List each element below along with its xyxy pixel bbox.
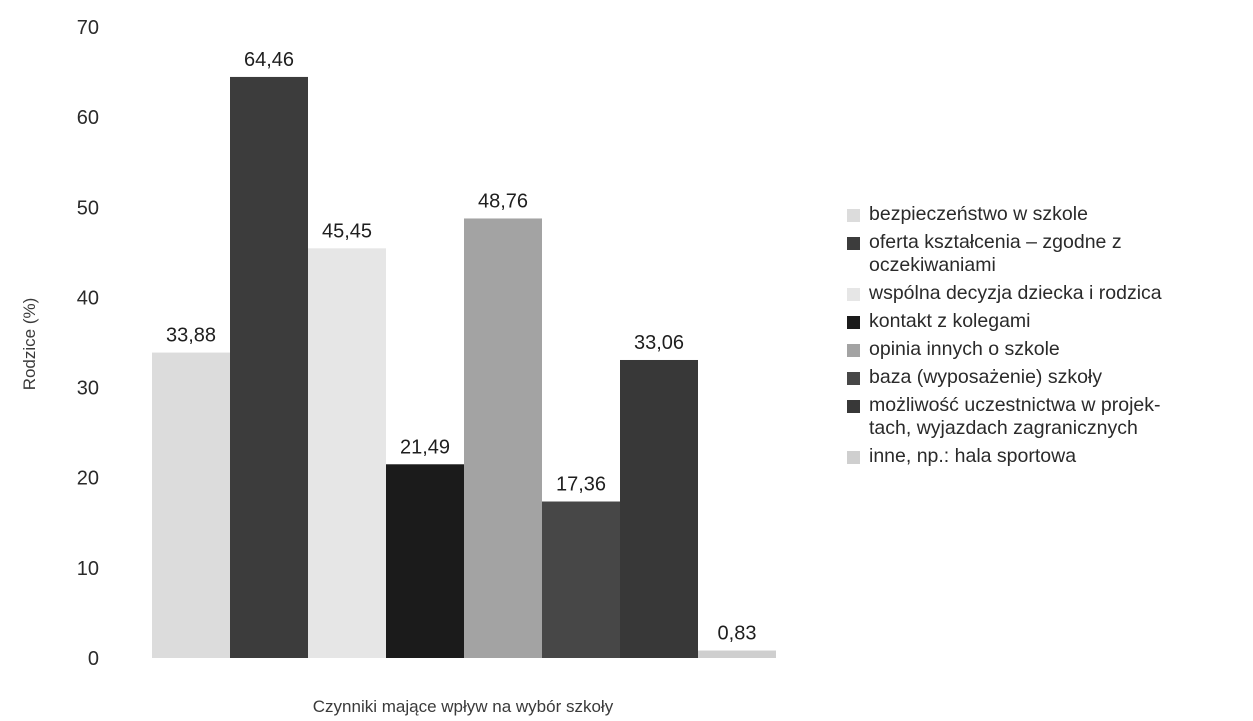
legend-label: inne, np.: hala sportowa [869,445,1077,467]
legend-swatch [847,237,860,250]
y-tick-label: 10 [77,558,99,580]
bar-value-label: 45,45 [322,220,372,242]
y-tick-label: 40 [77,287,99,309]
legend-swatch [847,209,860,222]
legend-item: bezpieczeństwo w szkole [845,203,1250,226]
legend-label: kontakt z kolegami [869,310,1031,332]
y-tick-label: 60 [77,107,99,129]
y-tick-label: 50 [77,197,99,219]
legend-label: opinia innych o szkole [869,338,1060,360]
legend-swatch [847,288,860,301]
y-tick-label: 70 [77,17,99,39]
legend-swatch [847,400,860,413]
bar [152,352,230,658]
legend-item: możliwość uczestnictwa w projek-tach, wy… [845,394,1250,440]
y-axis-ticks: 0 10 20 30 40 50 60 70 [77,17,99,670]
bar [386,464,464,658]
legend-item: opinia innych o szkole [845,338,1250,361]
legend-item: kontakt z kolegami [845,310,1250,333]
y-tick-label: 20 [77,468,99,490]
x-axis-title: Czynniki mające wpływ na wybór szkoły [313,697,614,716]
legend: bezpieczeństwo w szkole oferta kształceni… [845,203,1250,473]
y-axis-title: Rodzice (%) [20,298,39,391]
legend-swatch [847,344,860,357]
legend-swatch [847,372,860,385]
bar [464,218,542,658]
bar-value-label: 33,88 [166,325,216,347]
legend-swatch [847,316,860,329]
bars-group [152,76,776,658]
legend-item: inne, np.: hala sportowa [845,445,1250,468]
y-tick-label: 0 [88,648,99,670]
legend-label: bezpieczeństwo w szkole [869,203,1088,225]
bar-value-label: 33,06 [634,332,684,354]
legend-label: tach, wyjazdach zagranicznych [869,417,1138,439]
legend-swatch [847,451,860,464]
bar [542,501,620,658]
bar [698,650,776,658]
bar [308,248,386,658]
legend-label: oferta kształcenia – zgodne z oczekiwani… [869,231,1122,276]
bar [620,359,698,658]
bar-value-label: 17,36 [556,474,606,496]
legend-label: baza (wyposażenie) szkoły [869,366,1103,388]
legend-label: wspólna decyzja dziecka i rodzica [869,282,1162,304]
bar-value-label: 64,46 [244,49,294,71]
legend-item: oferta kształcenia – zgodne z oczekiwani… [845,231,1250,277]
bar [230,76,308,658]
legend-item: wspólna decyzja dziecka i rodzica [845,282,1250,305]
value-labels-group: 33,88 64,46 45,45 21,49 48,76 17,36 33,06 0,83 [166,49,757,645]
legend-item: baza (wyposażenie) szkoły [845,366,1250,389]
legend-label: możliwość uczestnictwa w projek- [869,394,1161,416]
bar-value-label: 48,76 [478,190,528,212]
bar-value-label: 0,83 [718,623,757,645]
y-tick-label: 30 [77,378,99,400]
bar-value-label: 21,49 [400,436,450,458]
